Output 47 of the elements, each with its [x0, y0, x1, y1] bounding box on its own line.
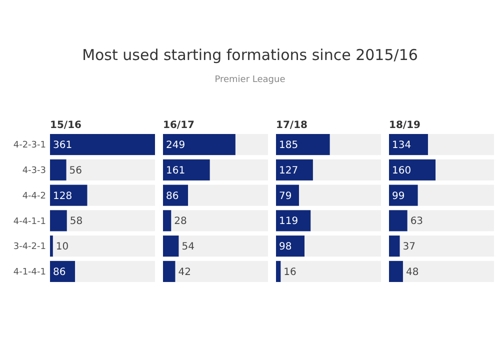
y-tick-label: 4-4-1-1 [13, 216, 46, 227]
data-label: 86 [53, 266, 66, 278]
bar [389, 260, 403, 282]
text: Most used starting formations since 2015/16 [82, 46, 418, 64]
data-label: 98 [279, 242, 292, 253]
data-label: 79 [279, 190, 292, 202]
data-label: 63 [410, 216, 424, 228]
data-label: 119 [279, 216, 298, 228]
bar [276, 184, 299, 206]
data-label: 56 [69, 165, 82, 176]
data-label: 10 [56, 242, 69, 253]
data-label: 161 [166, 165, 186, 176]
bar [163, 260, 176, 282]
data-label: 16 [284, 266, 296, 278]
y-tick-label: 4-3-3 [22, 166, 46, 176]
bar [389, 210, 408, 232]
data-label: 128 [53, 190, 72, 202]
data-label: 58 [70, 216, 83, 228]
data-label: 134 [392, 140, 412, 152]
bar [276, 260, 281, 282]
data-label: 249 [166, 140, 186, 152]
y-tick-label: 4-4-2 [22, 191, 46, 202]
y-tick-label: 4-1-4-1 [13, 268, 46, 278]
data-label: 185 [279, 140, 298, 152]
data-label: 37 [402, 242, 416, 253]
data-label: 361 [53, 140, 72, 152]
data-label: 99 [392, 190, 405, 202]
chart-title: 18/19 [389, 120, 421, 131]
y-tick-label: 3-4-2-1 [13, 242, 46, 252]
chart-title: 15/16 [50, 120, 82, 131]
data-label: 160 [392, 165, 412, 176]
chart-title: 17/18 [276, 120, 308, 131]
bar [163, 210, 172, 232]
bar [50, 210, 67, 232]
data-label: 28 [174, 216, 187, 228]
chart-title: 16/17 [163, 120, 195, 131]
bar [50, 236, 53, 257]
data-label: 48 [406, 266, 419, 278]
data-label: 42 [178, 266, 191, 278]
bar [163, 236, 179, 257]
text: Premier League [214, 75, 286, 85]
data-label: 86 [166, 190, 179, 202]
data-label: 54 [182, 242, 194, 253]
bar [50, 159, 66, 180]
bar [389, 236, 400, 257]
data-label: 127 [279, 165, 298, 176]
y-tick-label: 4-2-3-1 [13, 140, 46, 151]
